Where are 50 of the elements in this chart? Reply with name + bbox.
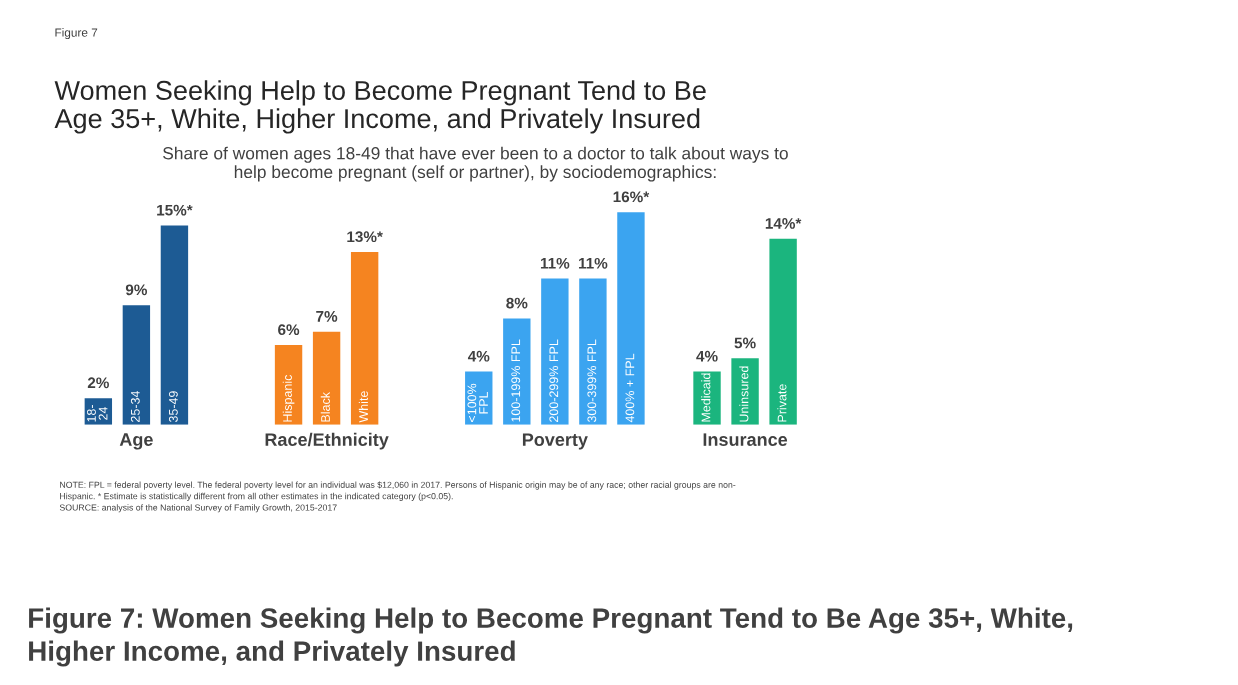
- x-tick-label: Hispanic: [282, 374, 295, 422]
- bar: [274, 345, 303, 425]
- bar: [503, 318, 531, 425]
- bar: [693, 371, 721, 425]
- x-tick-label: Black: [320, 391, 330, 422]
- x-tick-label: 35-49: [168, 391, 178, 423]
- data-label: 11%: [540, 257, 570, 269]
- data-label: 15%*: [157, 204, 193, 216]
- bar: [160, 225, 189, 425]
- chart-title: Women Seeking Help to Become Pregnant Tend to Be Age 35+, White, Higher Income, and Privately Insured: [54, 80, 706, 134]
- x-tick-label: <100% FPL: [467, 383, 488, 422]
- x-tick-label: 300-399% FPL: [587, 339, 597, 423]
- x-tick-label: Private: [777, 384, 787, 422]
- data-label: 7%: [316, 311, 338, 322]
- caption: Figure 7: [55, 28, 98, 40]
- data-label: 5%: [734, 337, 756, 349]
- data-label: 11%: [578, 257, 608, 269]
- data-label: 6%: [278, 324, 300, 336]
- series-label: Age: [119, 433, 153, 450]
- x-tick-label: 100-199% FPL: [511, 339, 521, 422]
- data-label: 4%: [696, 350, 718, 362]
- bar: [617, 212, 645, 425]
- bar: [350, 252, 379, 425]
- bar: [541, 278, 569, 425]
- x-tick-label: 18- 24: [87, 405, 108, 422]
- data-label: 2%: [87, 377, 109, 389]
- x-tick-label: Medicaid: [701, 373, 711, 422]
- x-tick-label: Uninsured: [739, 366, 749, 422]
- series-label: Poverty: [522, 433, 588, 450]
- bar: [769, 238, 797, 425]
- text: NOTE: FPL = federal poverty level. The federal poverty level for an individual was $12,060 in 2017. Persons of Hispanic origin may be of any race; other racial groups are non- Hispanic. * Estimate is statistically different from all other estimates in the indicated category (p<0.05).: [60, 481, 736, 501]
- bar: [312, 331, 341, 425]
- data-label: 8%: [506, 297, 528, 309]
- x-tick-label: 400% + FPL: [625, 353, 635, 423]
- source-note: SOURCE: analysis of the National Survey of Family Growth, 2015-2017: [59, 504, 337, 513]
- series-label: Race/Ethnicity: [265, 432, 389, 450]
- series-label: Insurance: [703, 433, 788, 446]
- bar: [122, 305, 151, 425]
- x-tick-label: 200-299% FPL: [549, 339, 559, 422]
- data-label: 16%*: [613, 191, 650, 203]
- data-label: 4%: [467, 350, 490, 362]
- chart-subtitle: Share of women ages 18-49 that have ever been to a doctor to talk about ways to help become pregnant (self or partner), by sociodemographics:: [163, 146, 788, 182]
- caption: Figure 7: Women Seeking Help to Become Pregnant Tend to Be Age 35+, White, Higher Income, and Privately Insured: [29, 607, 1073, 667]
- data-label: 13%*: [347, 231, 383, 243]
- x-tick-label: 25-34: [130, 390, 140, 422]
- bar: [579, 278, 607, 425]
- bar: [731, 358, 759, 425]
- x-tick-label: White: [358, 391, 368, 423]
- data-label: 14%*: [765, 218, 802, 229]
- data-label: 9%: [125, 284, 148, 296]
